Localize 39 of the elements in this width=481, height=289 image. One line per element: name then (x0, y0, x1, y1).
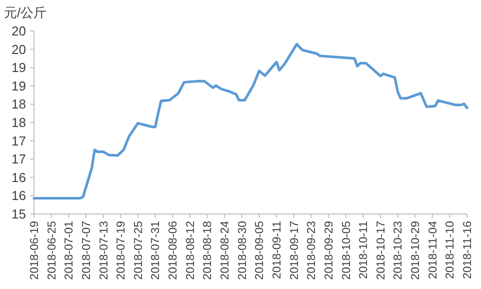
x-tick-label: 2018-08-12 (184, 221, 197, 280)
y-tick-label: 19 (12, 78, 26, 94)
x-tick-label: 2018-11-16 (462, 221, 474, 279)
y-tick-label: 15 (12, 206, 26, 222)
y-tick-label: 20 (12, 42, 26, 57)
y-tick-label: 18 (12, 96, 26, 112)
x-tick-label: 2018-08-30 (236, 221, 249, 280)
x-tick-label: 2018-09-11 (271, 221, 284, 279)
x-tick-label: 2018-08-18 (202, 221, 214, 280)
x-tick-label: 2018-07-25 (132, 221, 145, 280)
y-tick-label: 16 (12, 170, 26, 185)
y-tick-label: 18 (12, 115, 26, 130)
x-tick-label: 2018-07-13 (98, 221, 110, 280)
x-tick-label: 2018-07-31 (150, 221, 162, 280)
y-tick-label: 17 (12, 133, 26, 148)
x-tick-label: 2018-06-25 (46, 221, 58, 280)
line-series (32, 42, 468, 200)
y-tick-label: 19 (12, 60, 26, 76)
x-tick-label: 2018-06-19 (29, 221, 41, 280)
x-tick-label: 2018-10-05 (340, 221, 353, 280)
x-tick-label: 2018-08-06 (168, 221, 180, 280)
x-tick-label: 2018-08-24 (220, 220, 232, 280)
y-tick-label: 17 (12, 152, 26, 167)
x-tick-label: 2018-07-19 (116, 221, 128, 280)
x-tick-label: 2018-09-23 (306, 221, 318, 280)
x-tick-label: 2018-10-23 (392, 221, 405, 280)
x-tick-label: 2018-09-05 (254, 221, 266, 280)
y-tick-label: 16 (12, 188, 26, 204)
x-tick-label: 2018-09-29 (323, 221, 336, 280)
x-tick-label: 2018-11-10 (444, 221, 457, 279)
x-tick-label: 2018-09-17 (288, 221, 301, 280)
x-tick-label: 2018-07-07 (80, 221, 93, 280)
y-axis-title: 元/公斤 (4, 5, 47, 20)
x-tick-label: 2018-10-11 (358, 221, 370, 279)
x-tick-label: 2018-10-29 (410, 221, 422, 280)
x-tick-label: 2018-11-04 (427, 220, 440, 279)
x-tick-label: 2018-10-17 (375, 221, 388, 280)
y-tick-label: 20 (12, 24, 26, 38)
x-tick-label: 2018-07-01 (64, 221, 76, 280)
